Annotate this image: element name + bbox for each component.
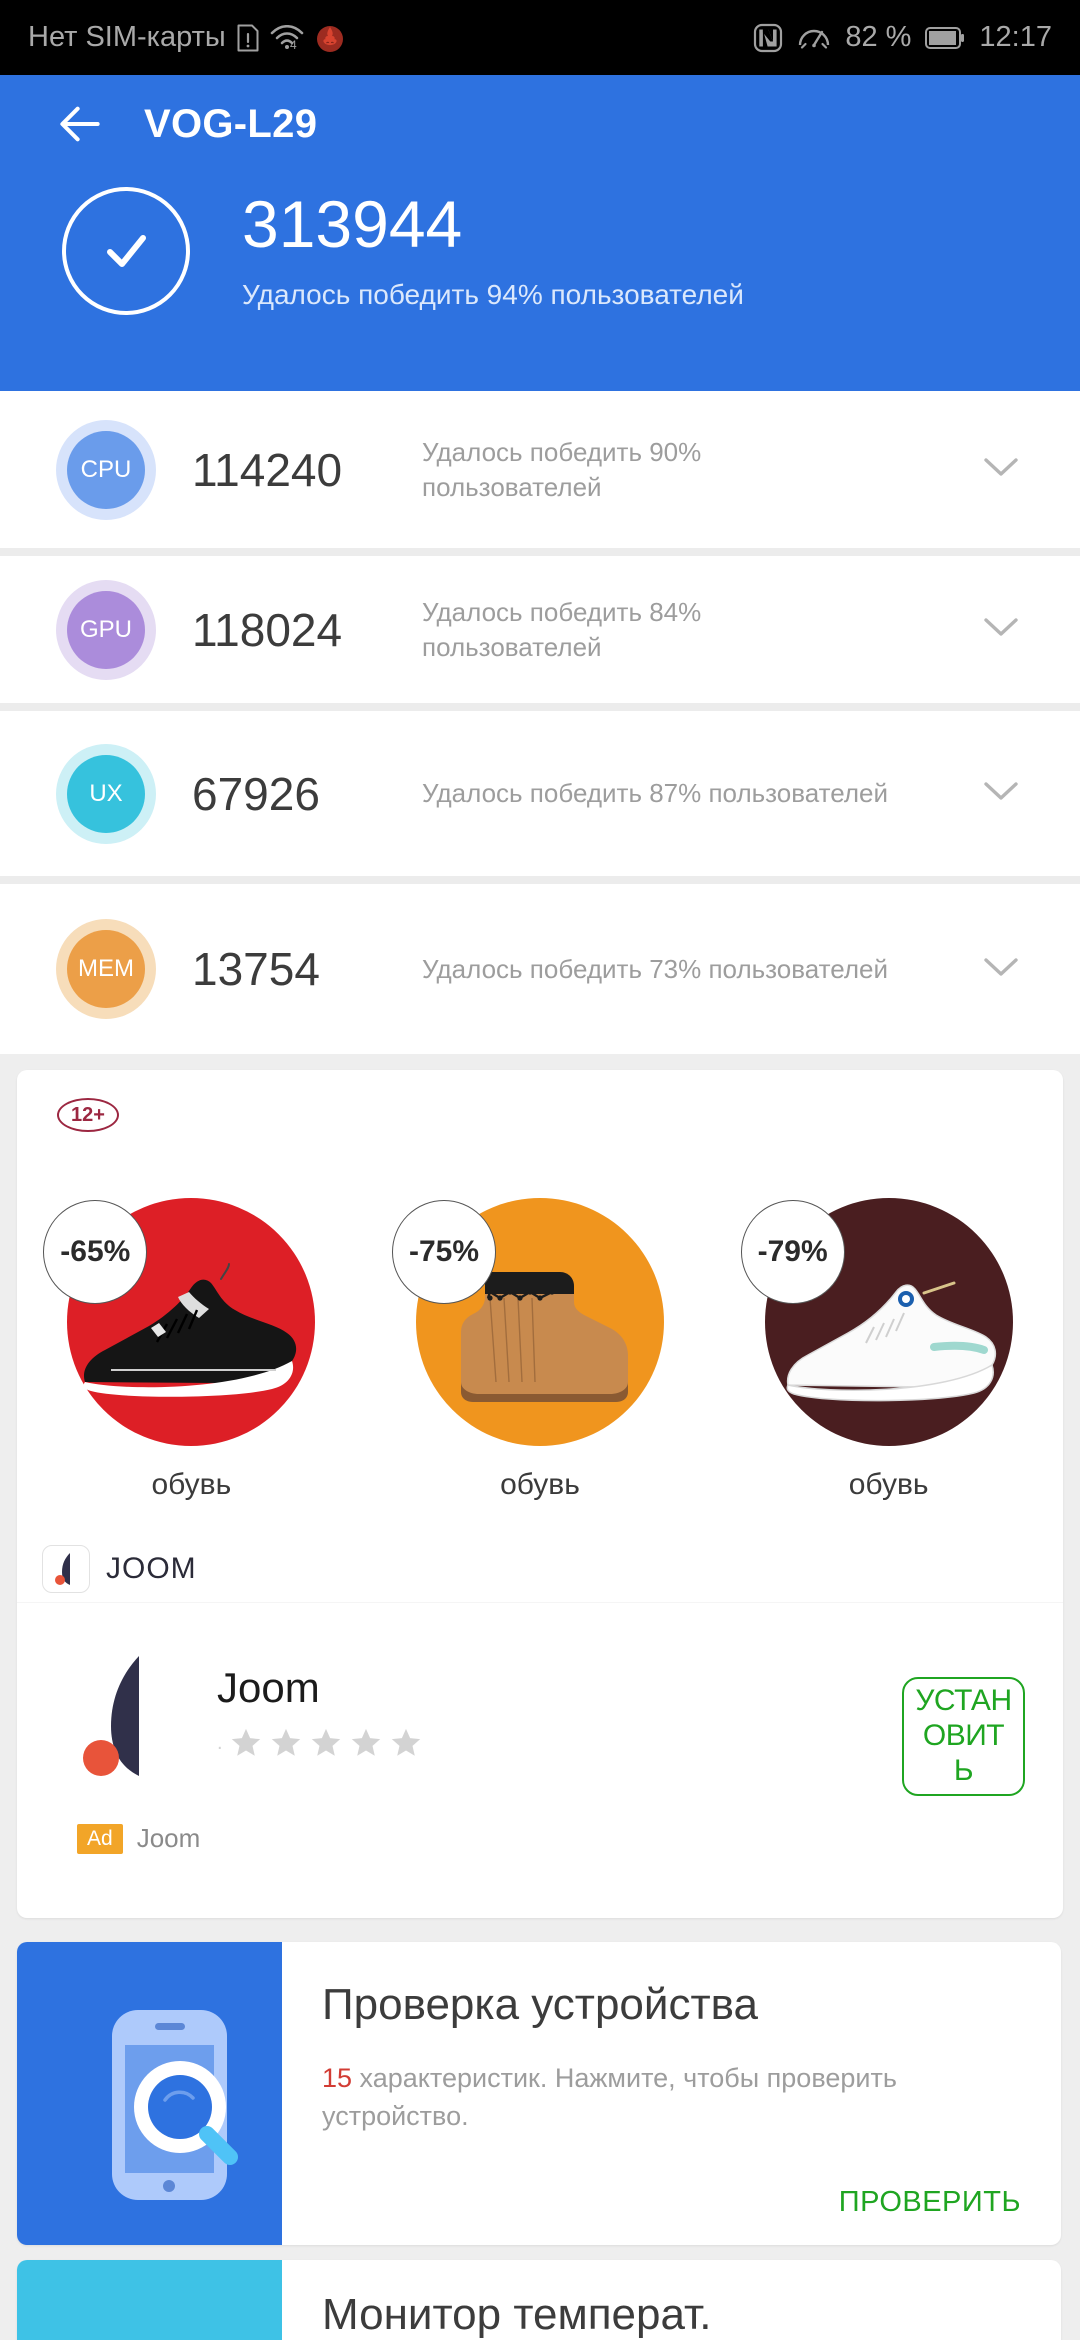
svg-text:4: 4 (290, 38, 297, 51)
